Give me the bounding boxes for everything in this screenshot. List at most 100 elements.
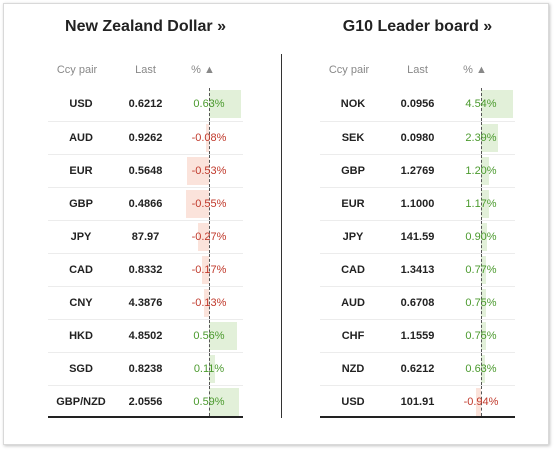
nzd-table-body: USD 0.6212 0.63% AUD 0.9262 -0.08% EUR 0.5648 -0… bbox=[48, 88, 243, 418]
header-last: Last bbox=[135, 64, 156, 76]
table-row[interactable]: SGD 0.8238 0.11% bbox=[48, 352, 243, 385]
ccy-pair-cell: AUD bbox=[341, 297, 365, 309]
table-row[interactable]: AUD 0.6708 0.75% bbox=[320, 286, 515, 319]
change-bar-negative bbox=[198, 223, 209, 251]
table-row[interactable]: HKD 4.8502 0.56% bbox=[48, 319, 243, 352]
table-row[interactable]: CAD 1.3413 0.77% bbox=[320, 253, 515, 286]
last-price-cell: 1.1000 bbox=[400, 198, 435, 210]
header-percent-sort[interactable]: % ▲ bbox=[191, 64, 215, 76]
table-row[interactable]: JPY 87.97 -0.27% bbox=[48, 220, 243, 253]
last-price-cell: 0.0980 bbox=[400, 132, 435, 144]
change-bar-positive bbox=[481, 90, 513, 118]
percent-change-cell: -0.55% bbox=[191, 198, 227, 210]
change-bar-negative bbox=[187, 157, 209, 185]
ccy-pair-cell: CNY bbox=[69, 297, 93, 309]
percent-change-cell: 2.39% bbox=[465, 132, 497, 144]
change-bar-positive bbox=[209, 90, 241, 118]
ccy-pair-cell: SGD bbox=[69, 363, 93, 375]
percent-change-cell: -0.94% bbox=[463, 396, 499, 408]
zero-line bbox=[209, 221, 210, 253]
last-price-cell: 1.2769 bbox=[400, 165, 435, 177]
zero-line bbox=[481, 155, 482, 187]
table-row[interactable]: AUD 0.9262 -0.08% bbox=[48, 121, 243, 154]
table-row[interactable]: EUR 1.1000 1.17% bbox=[320, 187, 515, 220]
change-bar-positive bbox=[481, 223, 487, 251]
change-bar-negative bbox=[202, 256, 209, 284]
percent-change-cell: -0.53% bbox=[191, 165, 227, 177]
change-bar-positive bbox=[481, 322, 486, 350]
percent-change-cell: 4.54% bbox=[465, 98, 497, 110]
last-price-cell: 0.9262 bbox=[128, 132, 163, 144]
change-bar-positive bbox=[209, 388, 239, 416]
ccy-pair-cell: EUR bbox=[341, 198, 365, 210]
table-row[interactable]: USD 0.6212 0.63% bbox=[48, 88, 243, 121]
zero-line bbox=[481, 353, 482, 385]
percent-change-cell: 1.20% bbox=[465, 165, 497, 177]
nzd-table-header: Ccy pair Last % ▲ bbox=[48, 62, 243, 82]
percent-change-cell: -0.13% bbox=[191, 297, 227, 309]
percent-change-cell: -0.17% bbox=[191, 264, 227, 276]
last-price-cell: 4.3876 bbox=[128, 297, 163, 309]
zero-line bbox=[209, 122, 210, 154]
percent-change-cell: 0.63% bbox=[465, 363, 497, 375]
zero-line bbox=[209, 353, 210, 385]
table-row[interactable]: CHF 1.1559 0.75% bbox=[320, 319, 515, 352]
ccy-pair-cell: USD bbox=[69, 98, 93, 110]
last-price-cell: 0.6708 bbox=[400, 297, 435, 309]
last-price-cell: 0.6212 bbox=[400, 363, 435, 375]
last-price-cell: 1.3413 bbox=[400, 264, 435, 276]
last-price-cell: 0.8238 bbox=[128, 363, 163, 375]
zero-line bbox=[209, 188, 210, 220]
table-row[interactable]: NZD 0.6212 0.63% bbox=[320, 352, 515, 385]
g10-table-body: NOK 0.0956 4.54% SEK 0.0980 2.39% GBP 1.2769 1.2… bbox=[320, 88, 515, 418]
change-bar-positive bbox=[209, 355, 215, 383]
last-price-cell: 0.5648 bbox=[128, 165, 163, 177]
table-row[interactable]: NOK 0.0956 4.54% bbox=[320, 88, 515, 121]
change-bar-positive bbox=[481, 355, 485, 383]
change-bar-negative bbox=[186, 190, 209, 218]
percent-change-cell: 1.17% bbox=[465, 198, 497, 210]
last-price-cell: 1.1559 bbox=[400, 330, 435, 342]
change-bar-negative bbox=[476, 388, 481, 416]
ccy-pair-cell: GBP/NZD bbox=[56, 396, 106, 408]
percent-change-cell: 0.90% bbox=[465, 231, 497, 243]
table-row[interactable]: JPY 141.59 0.90% bbox=[320, 220, 515, 253]
last-price-cell: 0.4866 bbox=[128, 198, 163, 210]
table-row[interactable]: EUR 0.5648 -0.53% bbox=[48, 154, 243, 187]
panel-divider bbox=[281, 54, 282, 418]
last-price-cell: 0.8332 bbox=[128, 264, 163, 276]
ccy-pair-cell: JPY bbox=[342, 231, 364, 243]
table-row[interactable]: GBP 0.4866 -0.55% bbox=[48, 187, 243, 220]
ccy-pair-cell: HKD bbox=[69, 330, 93, 342]
header-percent-sort[interactable]: % ▲ bbox=[463, 64, 487, 76]
change-bar-positive bbox=[481, 256, 486, 284]
table-row[interactable]: USD 101.91 -0.94% bbox=[320, 385, 515, 418]
last-price-cell: 4.8502 bbox=[128, 330, 163, 342]
zero-line bbox=[481, 221, 482, 253]
ccy-pair-cell: NOK bbox=[340, 98, 366, 110]
zero-line bbox=[481, 88, 482, 121]
zero-line bbox=[481, 287, 482, 319]
percent-change-cell: 0.11% bbox=[193, 363, 225, 375]
percent-change-cell: 0.77% bbox=[465, 264, 497, 276]
last-price-cell: 87.97 bbox=[131, 231, 160, 243]
change-bar-negative bbox=[206, 124, 209, 152]
table-row[interactable]: SEK 0.0980 2.39% bbox=[320, 121, 515, 154]
g10-panel-title-link[interactable]: G10 Leader board » bbox=[342, 18, 493, 35]
table-row[interactable]: CAD 0.8332 -0.17% bbox=[48, 253, 243, 286]
percent-change-cell: -0.27% bbox=[191, 231, 227, 243]
percent-change-cell: 0.59% bbox=[193, 396, 225, 408]
zero-line bbox=[481, 122, 482, 154]
table-row[interactable]: CNY 4.3876 -0.13% bbox=[48, 286, 243, 319]
ccy-pair-cell: USD bbox=[341, 396, 365, 408]
percent-change-cell: 0.75% bbox=[465, 297, 497, 309]
table-row[interactable]: GBP/NZD 2.0556 0.59% bbox=[48, 385, 243, 418]
widget-frame: New Zealand Dollar » Ccy pair Last % ▲ U… bbox=[3, 3, 549, 445]
change-bar-positive bbox=[481, 289, 486, 317]
table-row[interactable]: GBP 1.2769 1.20% bbox=[320, 154, 515, 187]
nzd-panel-title-link[interactable]: New Zealand Dollar » bbox=[65, 18, 226, 35]
zero-line bbox=[481, 320, 482, 352]
zero-line bbox=[209, 287, 210, 319]
zero-line bbox=[481, 188, 482, 220]
header-ccy-pair: Ccy pair bbox=[328, 64, 370, 76]
